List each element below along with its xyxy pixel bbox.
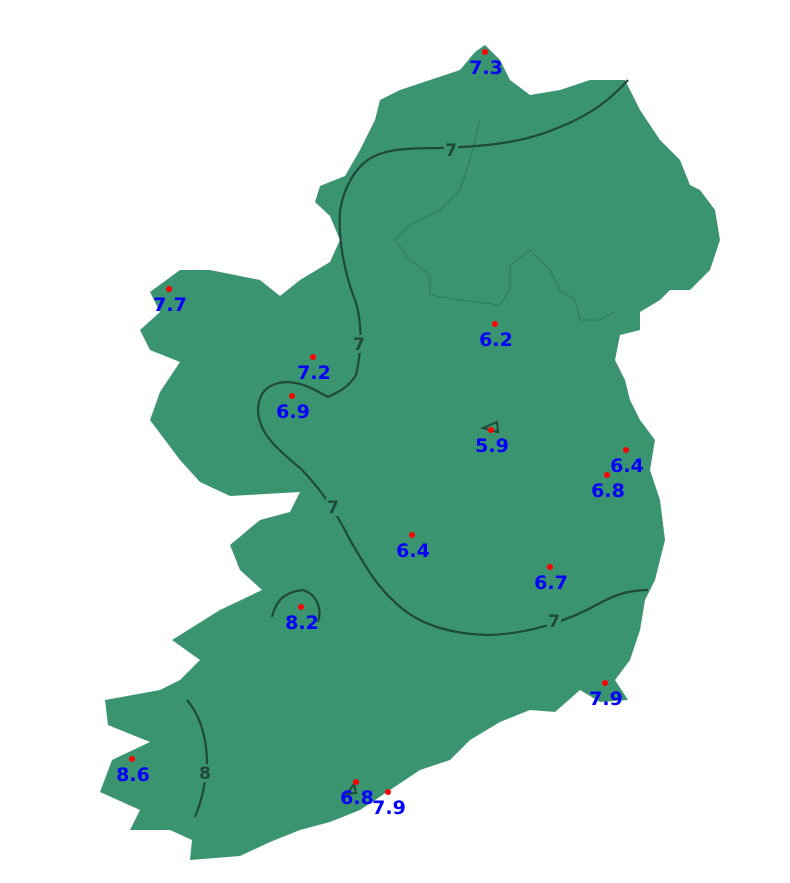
contour-label: 7 xyxy=(548,612,560,632)
station-marker xyxy=(602,680,608,686)
station-marker xyxy=(129,756,135,762)
station-marker xyxy=(289,393,295,399)
contour-label: 7 xyxy=(445,141,457,161)
station-value: 7.3 xyxy=(469,57,503,79)
contour-label-bg xyxy=(444,141,458,159)
station-value: 6.8 xyxy=(591,480,625,502)
contour-line-8 xyxy=(186,699,209,818)
contour-label: 8 xyxy=(199,764,211,784)
station: 6.4 xyxy=(610,447,644,477)
station: 6.4 xyxy=(396,532,430,562)
station: 8.2 xyxy=(285,604,319,634)
station-value: 6.2 xyxy=(479,329,513,351)
station-value: 7.2 xyxy=(297,362,331,384)
contour-label-bg xyxy=(352,335,366,353)
station-value: 6.7 xyxy=(534,572,568,594)
station-value: 6.4 xyxy=(396,540,430,562)
station: 6.2 xyxy=(479,321,513,351)
station-value: 6.4 xyxy=(610,455,644,477)
station: 6.8 xyxy=(591,472,625,502)
contour-line-7 xyxy=(256,79,649,637)
contour-label-bg xyxy=(547,612,561,630)
station-value: 6.8 xyxy=(340,787,374,809)
contour-label-bg xyxy=(198,764,212,782)
station-marker xyxy=(492,321,498,327)
border-line xyxy=(394,119,616,321)
station: 7.2 xyxy=(297,354,331,384)
station-value: 7.9 xyxy=(372,797,406,819)
station-marker xyxy=(298,604,304,610)
station-marker xyxy=(409,532,415,538)
contour-label: 7 xyxy=(353,335,365,355)
station: 7.9 xyxy=(372,789,406,819)
contour-label: 7 xyxy=(327,498,339,518)
station: 5.9 xyxy=(475,427,509,457)
station-marker xyxy=(604,472,610,478)
station-marker xyxy=(310,354,316,360)
station: 8.6 xyxy=(116,756,150,786)
station-value: 5.9 xyxy=(475,435,509,457)
station: 6.9 xyxy=(276,393,310,423)
contour-loop xyxy=(344,781,358,796)
station: 7.7 xyxy=(153,286,187,316)
station-value: 7.7 xyxy=(153,294,187,316)
station-value: 6.9 xyxy=(276,401,310,423)
station-value: 8.6 xyxy=(116,764,150,786)
station-marker xyxy=(482,49,488,55)
station-value: 8.2 xyxy=(285,612,319,634)
land-mass xyxy=(100,45,720,860)
station: 7.3 xyxy=(469,49,503,79)
station-value: 7.9 xyxy=(589,688,623,710)
station: 6.8 xyxy=(340,779,374,809)
station-marker xyxy=(166,286,172,292)
station-marker xyxy=(353,779,359,785)
station-marker xyxy=(547,564,553,570)
station-marker xyxy=(385,789,391,795)
station: 6.7 xyxy=(534,564,568,594)
station-marker xyxy=(623,447,629,453)
contour-label-bg xyxy=(326,498,340,516)
contour-loop xyxy=(270,588,321,623)
station-marker xyxy=(488,427,494,433)
station: 7.9 xyxy=(589,680,623,710)
